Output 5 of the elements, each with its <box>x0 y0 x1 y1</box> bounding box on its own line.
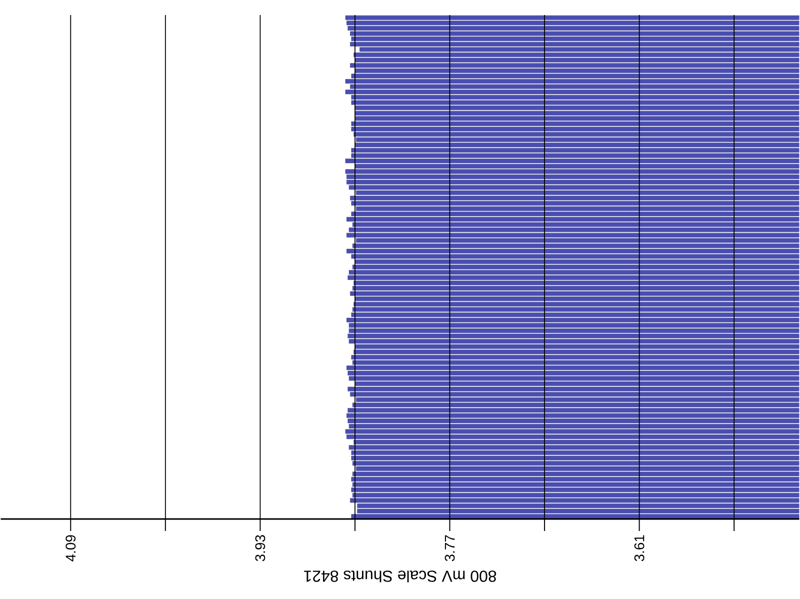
x-axis-title: 800 mV Scale Shunts 8421 <box>304 570 496 582</box>
x-tick-label: 3.93 <box>255 535 266 562</box>
x-tick-label: 3.77 <box>444 535 455 562</box>
x-tick-label: 4.09 <box>66 535 76 562</box>
x-tick-label: 3.61 <box>634 535 644 562</box>
